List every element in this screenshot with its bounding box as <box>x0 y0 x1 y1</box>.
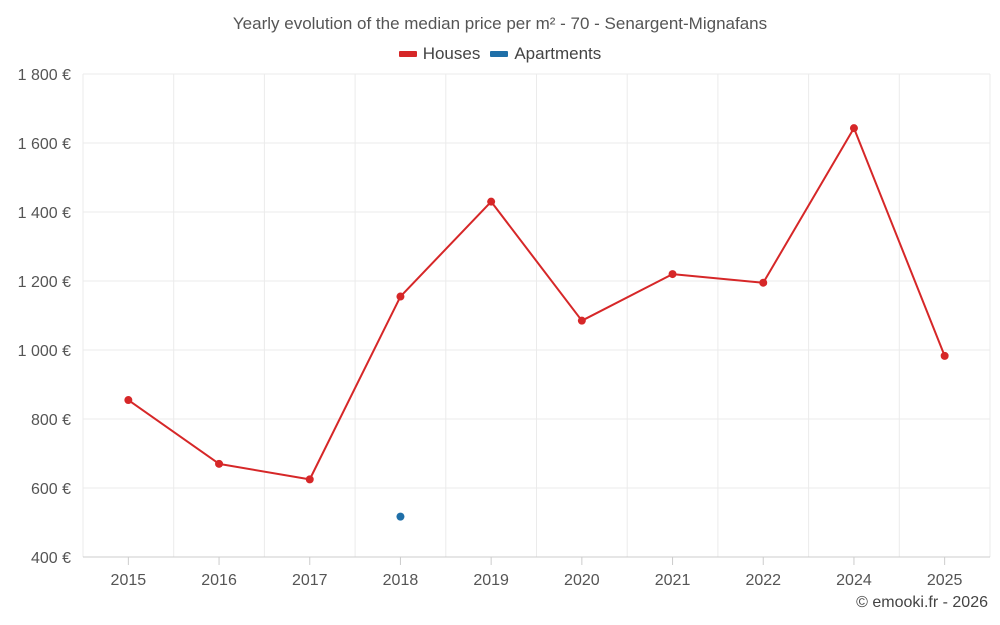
x-tick-label: 2020 <box>564 572 600 589</box>
data-point-houses <box>124 396 133 405</box>
y-tick-label: 800 € <box>31 412 71 429</box>
legend-label-houses: Houses <box>422 44 481 63</box>
x-tick-label: 2018 <box>383 572 419 589</box>
data-point-houses <box>396 292 405 301</box>
y-tick-label: 1 000 € <box>18 343 71 360</box>
y-tick-label: 1 800 € <box>18 67 71 84</box>
y-tick-label: 1 400 € <box>18 205 71 222</box>
data-point-houses <box>849 124 858 133</box>
chart-title: Yearly evolution of the median price per… <box>232 14 768 33</box>
data-point-houses <box>759 278 768 287</box>
y-tick-label: 600 € <box>31 481 71 498</box>
y-tick-label: 1 600 € <box>18 136 71 153</box>
x-tick-label: 2019 <box>473 572 509 589</box>
legend-swatch-houses <box>398 51 417 57</box>
x-tick-label: 2017 <box>292 572 328 589</box>
legend-item-houses[interactable]: Houses <box>398 44 481 64</box>
data-point-houses <box>305 475 314 484</box>
data-point-houses <box>577 316 586 325</box>
x-tick-label: 2022 <box>745 572 781 589</box>
y-tick-label: 400 € <box>31 550 71 567</box>
series-line-houses <box>127 127 946 481</box>
data-point-houses <box>668 270 677 279</box>
data-point-houses <box>487 197 496 206</box>
x-tick-label: 2024 <box>836 572 872 589</box>
legend: Houses Apartments <box>0 44 1000 64</box>
credit-text: © emooki.fr - 2026 <box>856 594 988 611</box>
x-tick-label: 2015 <box>111 572 147 589</box>
data-point-houses <box>215 459 224 468</box>
x-tick-label: 2025 <box>927 572 963 589</box>
x-tick-label: 2016 <box>201 572 237 589</box>
data-point-apartments <box>396 512 405 521</box>
x-tick-label: 2021 <box>655 572 691 589</box>
legend-item-apartments[interactable]: Apartments <box>490 44 601 64</box>
legend-swatch-apartments <box>490 51 509 57</box>
y-tick-label: 1 200 € <box>18 274 71 291</box>
legend-label-apartments: Apartments <box>514 44 602 63</box>
data-point-houses <box>940 351 949 360</box>
